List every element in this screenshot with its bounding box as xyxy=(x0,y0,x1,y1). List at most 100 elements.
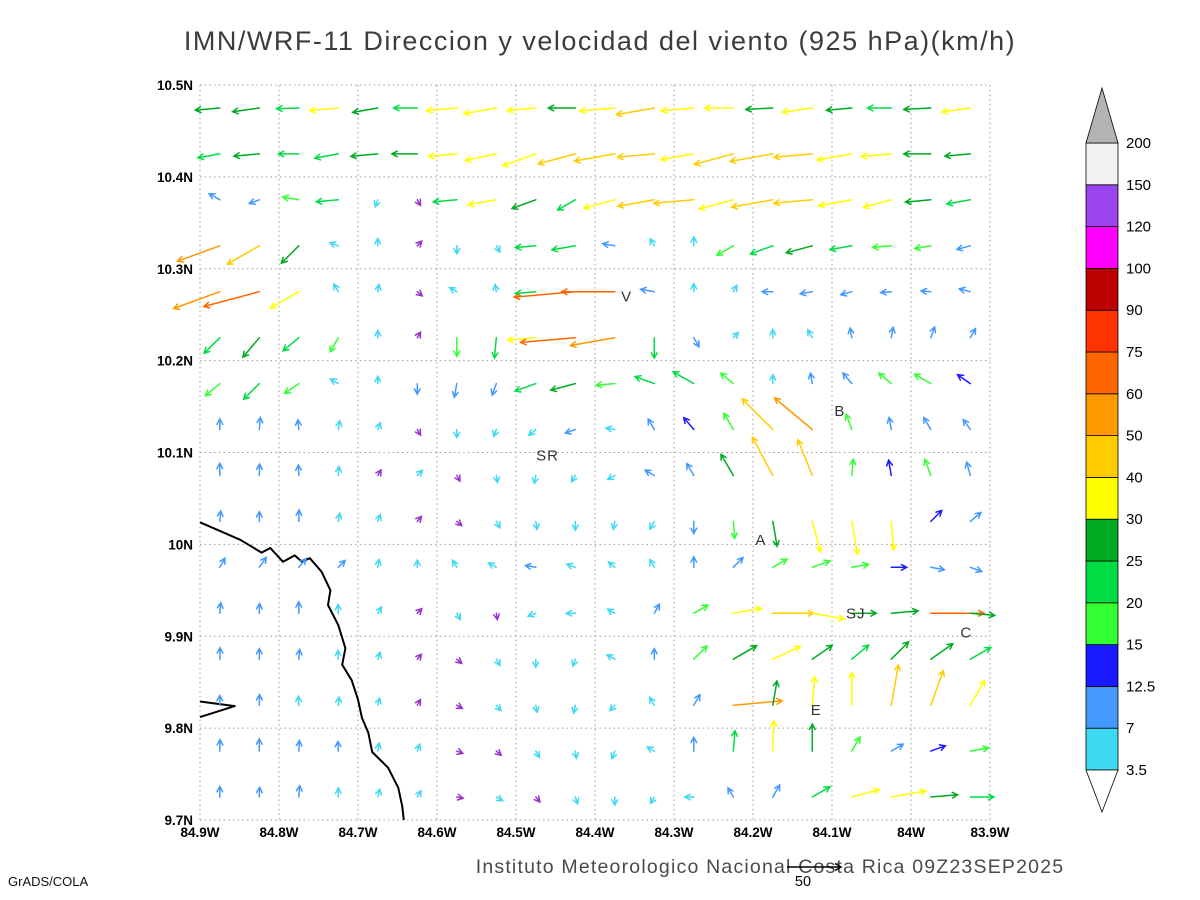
wind-vector xyxy=(455,702,464,710)
wind-vector xyxy=(375,468,382,477)
wind-vector xyxy=(533,750,541,759)
wind-vector xyxy=(329,336,340,354)
wind-vector xyxy=(720,452,735,477)
wind-vector xyxy=(890,663,901,706)
wind-vector xyxy=(334,695,343,706)
wind-vector xyxy=(451,382,459,399)
wind-vector xyxy=(811,644,834,660)
x-tick-label: 84.5W xyxy=(496,825,535,840)
colorbar-tick-label: 25 xyxy=(1126,553,1143,570)
wind-vector xyxy=(453,245,461,256)
wind-vector xyxy=(294,463,303,477)
wind-vector xyxy=(727,786,735,798)
coastline xyxy=(199,521,405,821)
wind-vector xyxy=(414,330,422,339)
wind-vector xyxy=(216,738,224,752)
x-tick-label: 84.1W xyxy=(812,825,851,840)
wind-vector xyxy=(413,382,421,396)
wind-vector xyxy=(255,510,263,523)
wind-vector xyxy=(426,152,458,160)
wind-vector xyxy=(693,336,700,349)
wind-vector xyxy=(839,289,853,297)
colorbar-segment xyxy=(1085,309,1119,353)
wind-vector xyxy=(283,382,300,395)
wind-vector xyxy=(859,152,893,160)
wind-vector xyxy=(969,745,991,753)
wind-vector xyxy=(902,150,932,158)
wind-vector xyxy=(690,282,698,293)
wind-vector xyxy=(216,461,224,477)
colorbar-tick-label: 20 xyxy=(1126,595,1143,612)
colorbar-segment xyxy=(1085,267,1119,311)
wind-vector xyxy=(281,336,300,352)
wind-vector xyxy=(690,555,698,569)
wind-vector xyxy=(563,427,577,435)
wind-vector xyxy=(606,608,616,616)
colorbar-segment xyxy=(1085,518,1119,562)
wind-vector xyxy=(258,556,268,569)
wind-vector xyxy=(513,289,537,297)
wind-vector xyxy=(851,520,861,556)
wind-vector xyxy=(732,697,784,706)
wind-vector xyxy=(653,602,661,615)
wind-vector xyxy=(255,647,263,660)
wind-vector xyxy=(203,336,221,355)
wind-vector xyxy=(431,197,458,206)
wind-vector xyxy=(930,642,955,660)
wind-vector xyxy=(614,107,656,118)
wind-vector xyxy=(202,290,261,309)
wind-vector xyxy=(772,609,816,617)
wind-vector xyxy=(247,198,261,206)
wind-vector xyxy=(811,786,832,798)
wind-vector xyxy=(964,460,972,477)
wind-vector xyxy=(810,675,818,706)
wind-vector xyxy=(505,336,537,344)
wind-vector xyxy=(526,610,537,618)
wind-vector xyxy=(732,556,745,569)
x-tick-label: 84.2W xyxy=(733,825,772,840)
wind-vector xyxy=(844,412,853,431)
wind-vector xyxy=(888,325,896,339)
wind-vector xyxy=(275,104,300,113)
grid-lines xyxy=(199,84,991,821)
colorbar-segment xyxy=(1085,602,1119,645)
wind-vector xyxy=(533,795,541,804)
wind-vector xyxy=(943,152,972,160)
wind-vector xyxy=(715,245,735,256)
wind-vector xyxy=(455,657,463,665)
wind-vector xyxy=(877,372,893,385)
wind-vector xyxy=(649,558,656,569)
wind-vector xyxy=(390,150,419,158)
wind-vector xyxy=(731,284,738,293)
colorbar-tick-label: 50 xyxy=(1126,428,1143,445)
wind-vector xyxy=(415,789,422,798)
wind-vector xyxy=(571,520,579,532)
wind-vector xyxy=(723,411,735,431)
wind-vector xyxy=(550,245,577,253)
wind-vector xyxy=(373,199,381,209)
wind-vector xyxy=(374,236,382,247)
wind-vector xyxy=(601,241,616,249)
wind-vector xyxy=(216,693,224,706)
wind-vector xyxy=(913,373,932,385)
wind-vector xyxy=(649,796,657,805)
colorbar-segment xyxy=(1085,184,1119,228)
chart-title: IMN/WRF-11 Direccion y velocidad del vie… xyxy=(183,26,1017,56)
wind-vector xyxy=(649,237,657,247)
wind-vector xyxy=(392,104,419,112)
colorbar-segment xyxy=(1085,393,1119,436)
x-tick-label: 84.7W xyxy=(338,825,377,840)
wind-vector xyxy=(466,199,498,208)
wind-vector xyxy=(523,562,537,570)
wind-vector xyxy=(769,328,777,339)
wind-vector xyxy=(294,418,302,431)
wind-vector xyxy=(682,416,695,431)
wind-vector xyxy=(491,336,499,360)
wind-vector xyxy=(969,566,984,574)
wind-vector xyxy=(513,382,537,393)
colorbar-segment xyxy=(1085,226,1119,269)
wind-vector xyxy=(415,653,423,661)
wind-vector xyxy=(232,152,261,160)
wind-vector xyxy=(572,750,580,760)
